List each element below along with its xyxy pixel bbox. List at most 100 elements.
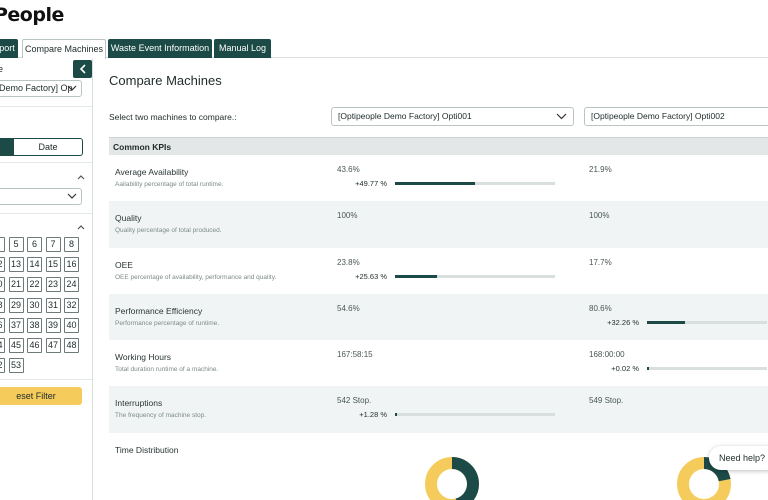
kpi-description: Quality percentage of total produced. — [115, 227, 222, 235]
kpi-description: The frequency of machine stop. — [115, 412, 207, 420]
machine-a-select[interactable]: [Optipeople Demo Factory] Opti001 — [331, 107, 574, 126]
week-cell[interactable]: 28 — [0, 297, 5, 313]
week-cell[interactable]: 4 — [0, 237, 5, 252]
chevron-down-icon — [67, 85, 77, 91]
week-cell[interactable]: 45 — [8, 338, 24, 353]
kpi-row: Working Hours Total duration runtime of a… — [109, 340, 768, 387]
kpi-difference-bar-fill — [395, 182, 475, 185]
week-cell[interactable]: 38 — [27, 317, 42, 333]
week-cell[interactable]: 21 — [8, 277, 24, 293]
filter-sidebar: e Demo Factory] Op Date 4567812131415162… — [0, 58, 93, 500]
sidebar-divider — [0, 162, 92, 163]
kpi-value-machine-a: 542 Stop. — [337, 396, 372, 406]
machine-a-value: [Optipeople Demo Factory] Opti001 — [338, 111, 472, 121]
period-toggle-date[interactable]: Date — [38, 142, 58, 152]
kpi-row: Quality Quality percentage of total produ… — [109, 201, 768, 248]
tab-manual-log[interactable]: Manual Log — [214, 39, 271, 58]
reset-filter-button[interactable]: eset Filter — [0, 387, 82, 405]
kpi-value-machine-a: 100% — [337, 211, 358, 221]
kpi-name: Working Hours — [115, 352, 172, 363]
kpi-difference-bar-fill — [395, 274, 437, 278]
time-distribution-donut-b — [677, 457, 731, 500]
compare-machines-panel: Compare Machines Select two machines to … — [93, 58, 768, 500]
kpi-name: Performance Efficiency — [115, 305, 203, 316]
week-cell[interactable]: 46 — [27, 338, 42, 353]
kpi-value-machine-b: 21.9% — [589, 165, 612, 174]
kpi-name: Interruptions — [115, 398, 163, 409]
kpi-difference-label: +25.63 % — [355, 271, 387, 281]
kpi-difference-label: +1.28 % — [359, 410, 387, 420]
kpi-difference-bar — [395, 413, 555, 417]
kpi-value-machine-a: 54.6% — [337, 303, 360, 313]
tab-waste-event-information[interactable]: Waste Event Information — [108, 39, 212, 58]
week-cell[interactable]: 30 — [27, 297, 42, 313]
kpi-difference-bar — [395, 182, 555, 185]
tab-report[interactable]: port — [0, 39, 18, 58]
week-cell[interactable]: 5 — [8, 237, 24, 252]
week-cell[interactable]: 6 — [27, 237, 42, 252]
chevron-up-icon[interactable] — [77, 172, 85, 182]
tab-compare-machines[interactable]: Compare Machines — [22, 39, 106, 59]
week-cell[interactable]: 37 — [8, 317, 24, 333]
time-distribution-label: Time Distribution — [115, 444, 179, 455]
week-cell[interactable]: 40 — [64, 317, 79, 333]
kpi-value-machine-b: 80.6% — [589, 303, 612, 313]
week-cell[interactable]: 32 — [64, 297, 79, 313]
kpi-value-machine-b: 100% — [589, 211, 610, 221]
kpi-difference-bar — [647, 320, 767, 324]
kpi-difference-bar-fill — [647, 367, 649, 371]
week-cell[interactable]: 8 — [64, 237, 79, 252]
collapse-sidebar-button[interactable] — [73, 60, 92, 78]
need-help-button[interactable]: Need help? — [709, 446, 768, 470]
kpi-name: Quality — [115, 213, 142, 224]
kpi-value-machine-b: 17.7% — [589, 257, 612, 267]
kpi-difference-bar-fill — [647, 320, 685, 324]
week-cell[interactable]: 53 — [8, 358, 24, 374]
sidebar-divider — [0, 106, 92, 107]
kpi-value-machine-a: 43.6% — [337, 165, 360, 174]
kpi-row: Average Availability Aailability percenta… — [109, 155, 768, 202]
week-cell[interactable]: 29 — [8, 297, 24, 313]
machine-b-value: [Optipeople Demo Factory] Opti002 — [591, 111, 725, 121]
week-cell[interactable]: 15 — [45, 257, 61, 273]
week-cell[interactable]: 39 — [45, 317, 61, 333]
week-cell[interactable]: 23 — [45, 277, 61, 293]
kpi-value-machine-b: 549 Stop. — [589, 396, 624, 406]
chevron-left-icon — [79, 64, 86, 74]
kpi-value-machine-a: 23.8% — [337, 257, 360, 267]
kpi-difference-label: +0.02 % — [611, 364, 639, 374]
week-cell[interactable]: 24 — [64, 277, 79, 293]
week-cell[interactable]: 22 — [27, 277, 42, 293]
donut-b-slice-teal — [677, 457, 731, 500]
machine-b-select[interactable]: [Optipeople Demo Factory] Opti002 — [584, 107, 768, 126]
chevron-down-icon — [556, 113, 567, 120]
week-cell[interactable]: 52 — [0, 358, 5, 374]
kpi-difference-bar — [395, 274, 555, 278]
period-toggle-selected[interactable] — [0, 139, 14, 155]
period-toggle[interactable]: Date — [0, 138, 83, 156]
kpi-description: Performance percentage of runtime. — [115, 319, 220, 327]
week-cell[interactable]: 14 — [27, 257, 42, 273]
kpi-value-machine-a: 167:58:15 — [337, 350, 373, 360]
week-cell[interactable]: 44 — [0, 338, 5, 353]
week-cell[interactable]: 31 — [45, 297, 61, 313]
chevron-up-icon[interactable] — [77, 222, 85, 232]
shift-filter-select[interactable] — [0, 188, 82, 205]
donut-a-slice-teal — [425, 457, 479, 500]
brand-logo: People — [0, 4, 64, 26]
week-cell[interactable]: 7 — [45, 237, 61, 252]
week-cell[interactable]: 13 — [8, 257, 24, 273]
week-cell[interactable]: 47 — [45, 338, 61, 353]
kpi-name: Average Availability — [115, 167, 189, 177]
week-cell[interactable]: 36 — [0, 317, 5, 333]
chevron-down-icon — [67, 193, 77, 199]
kpi-row: Interruptions The frequency of machine st… — [109, 386, 768, 433]
sidebar-divider — [0, 213, 92, 214]
week-cell[interactable]: 16 — [64, 257, 79, 273]
kpi-difference-bar — [647, 367, 767, 371]
week-cell[interactable]: 48 — [64, 338, 79, 353]
week-cell[interactable]: 12 — [0, 257, 5, 273]
week-cell[interactable]: 20 — [0, 277, 5, 293]
machine-filter-select[interactable]: Demo Factory] Op — [0, 80, 82, 97]
kpi-difference-label: +32.26 % — [607, 317, 639, 327]
